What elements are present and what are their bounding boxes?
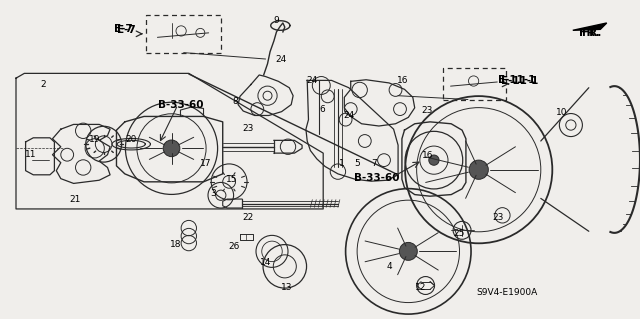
Text: 23: 23 bbox=[422, 106, 433, 115]
Text: 24: 24 bbox=[344, 111, 355, 120]
Text: 16: 16 bbox=[422, 151, 433, 160]
Polygon shape bbox=[573, 23, 607, 30]
Text: 23: 23 bbox=[492, 213, 504, 222]
Text: 17: 17 bbox=[200, 159, 212, 168]
Text: 7: 7 bbox=[372, 159, 377, 168]
Circle shape bbox=[399, 242, 417, 260]
Circle shape bbox=[469, 160, 488, 179]
Text: 25: 25 bbox=[454, 229, 465, 238]
Text: 6: 6 bbox=[320, 105, 325, 114]
Circle shape bbox=[163, 140, 180, 157]
Text: 4: 4 bbox=[387, 262, 392, 271]
Text: B-33-60: B-33-60 bbox=[157, 100, 204, 110]
Text: 21: 21 bbox=[70, 195, 81, 204]
Text: E-11-1: E-11-1 bbox=[499, 75, 536, 85]
Text: 24: 24 bbox=[307, 76, 318, 85]
Text: FR.: FR. bbox=[582, 28, 601, 39]
Text: 1: 1 bbox=[339, 159, 344, 168]
Text: 13: 13 bbox=[281, 283, 292, 292]
Text: 8: 8 bbox=[233, 97, 238, 106]
Text: S9V4-E1900A: S9V4-E1900A bbox=[476, 288, 538, 297]
Text: 14: 14 bbox=[260, 258, 271, 267]
Text: E-7: E-7 bbox=[117, 25, 136, 35]
Text: 5: 5 bbox=[355, 159, 360, 168]
Text: 24: 24 bbox=[275, 55, 287, 63]
Text: 9: 9 bbox=[274, 16, 279, 25]
Text: 3: 3 bbox=[211, 189, 216, 198]
Circle shape bbox=[429, 155, 439, 165]
Text: 12: 12 bbox=[415, 283, 427, 292]
Text: 23: 23 bbox=[243, 124, 254, 133]
Text: 20: 20 bbox=[125, 135, 137, 144]
Text: 22: 22 bbox=[243, 213, 254, 222]
Text: 16: 16 bbox=[397, 76, 408, 85]
Text: 15: 15 bbox=[226, 175, 237, 184]
Text: 18: 18 bbox=[170, 240, 182, 249]
Text: 19: 19 bbox=[89, 135, 100, 144]
Text: 11: 11 bbox=[25, 150, 36, 159]
Text: E-7: E-7 bbox=[113, 24, 132, 34]
Text: FR.: FR. bbox=[579, 28, 599, 39]
Text: 10: 10 bbox=[556, 108, 568, 117]
Text: 2: 2 bbox=[41, 80, 46, 89]
Text: E-11-1: E-11-1 bbox=[501, 76, 538, 86]
Text: B-33-60: B-33-60 bbox=[354, 173, 400, 183]
Text: 26: 26 bbox=[228, 242, 239, 251]
